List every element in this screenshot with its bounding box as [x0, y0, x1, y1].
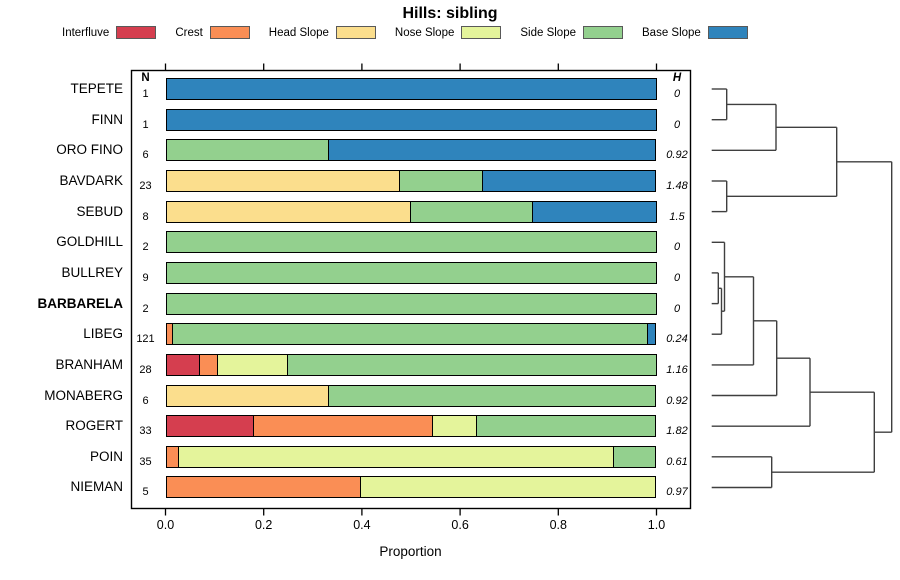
bar-segment-side-slope — [327, 384, 657, 407]
bar-segment-side-slope — [476, 415, 657, 438]
h-value: 0 — [673, 88, 681, 100]
nose-slope-swatch — [461, 26, 502, 39]
legend-label: Interfluve — [62, 26, 110, 39]
bar-segment-base-slope — [165, 78, 657, 100]
h-value: 1.16 — [666, 363, 688, 376]
h-value: 0.92 — [666, 149, 688, 162]
h-value: 0.61 — [666, 455, 688, 468]
legend-label: Base Slope — [642, 26, 701, 39]
side-slope-swatch — [583, 26, 623, 39]
h-value: 0.24 — [666, 333, 688, 346]
h-column-header: H — [672, 72, 682, 84]
h-value: 1.48 — [666, 179, 688, 192]
bar-segment-nose-slope — [360, 476, 657, 499]
legend-label: Head Slope — [268, 26, 329, 39]
legend-item-head-slope: Head Slope — [269, 26, 376, 39]
bar-segment-base-slope — [532, 200, 657, 223]
n-column-header: N — [141, 72, 150, 84]
row-label-bavdark: BAVDARK — [59, 172, 123, 188]
row-label-goldhill: GOLDHILL — [56, 234, 123, 250]
n-value: 5 — [142, 486, 149, 499]
row-label-tepete: TEPETE — [70, 81, 123, 96]
x-tick-label: 0.2 — [254, 518, 273, 532]
row-label-monaberg: MONABERG — [44, 387, 123, 403]
row-label-finn: FINN — [91, 111, 124, 127]
row-label-oro-fino: ORO FINO — [56, 142, 123, 158]
x-tick-label: 0.4 — [353, 518, 371, 532]
n-value: 1 — [142, 118, 149, 131]
legend-label: Crest — [175, 26, 203, 39]
n-value: 121 — [136, 333, 155, 346]
bar-segment-side-slope — [165, 261, 657, 284]
legend-item-nose-slope: Nose Slope — [394, 26, 502, 39]
head-slope-swatch — [335, 26, 376, 39]
row-label-branham: BRANHAM — [55, 356, 123, 372]
n-value: 9 — [142, 271, 149, 284]
bar-segment-side-slope — [165, 231, 657, 254]
h-value: 0 — [673, 241, 681, 254]
row-label-bullrey: BULLREY — [61, 264, 123, 280]
n-value: 8 — [142, 210, 149, 223]
interfluve-swatch — [116, 26, 157, 39]
x-tick-label: 0.8 — [549, 518, 567, 532]
n-value: 35 — [139, 455, 152, 468]
h-value: 1.82 — [666, 425, 688, 438]
n-value: 33 — [139, 425, 152, 438]
legend-item-side-slope: Side Slope — [520, 26, 623, 39]
legend-item-interfluve: Interfluve — [62, 26, 157, 39]
n-value: 6 — [142, 394, 149, 407]
base-slope-swatch — [707, 26, 748, 39]
x-tick-label: 0.6 — [451, 518, 469, 532]
h-value: 0 — [673, 302, 681, 315]
x-tick-label: 0.0 — [156, 518, 175, 532]
crest-swatch — [209, 26, 250, 39]
bar-segment-side-slope — [612, 445, 657, 468]
legend-item-crest: Crest — [175, 26, 250, 39]
n-value: 1 — [142, 88, 149, 100]
n-value: 23 — [139, 179, 152, 192]
legend-label: Side Slope — [520, 26, 576, 39]
h-value: 0 — [673, 118, 681, 131]
n-value: 6 — [142, 149, 149, 162]
h-value: 0.92 — [666, 394, 688, 407]
bar-segment-base-slope — [327, 139, 657, 162]
n-value: 2 — [142, 302, 149, 315]
row-label-rogert: ROGERT — [65, 418, 123, 434]
h-value: 0.97 — [666, 486, 688, 499]
legend-item-base-slope: Base Slope — [642, 26, 748, 39]
row-label-barbarela: BARBARELA — [37, 295, 124, 311]
row-label-libeg: LIBEG — [83, 326, 123, 342]
h-value: 0 — [673, 271, 681, 284]
row-label-poin: POIN — [89, 448, 123, 464]
plot-box — [130, 69, 692, 510]
bar-segment-base-slope — [165, 108, 657, 131]
n-value: 2 — [142, 241, 149, 254]
chart-title: Hills: sibling — [402, 5, 498, 22]
bar-segment-side-slope — [286, 353, 657, 376]
h-value: 1.5 — [669, 210, 685, 223]
row-label-sebud: SEBUD — [76, 203, 123, 219]
x-tick-label: 1.0 — [647, 518, 666, 532]
row-label-nieman: NIEMAN — [70, 479, 123, 495]
bar-segment-side-slope — [165, 292, 657, 315]
n-value: 28 — [139, 363, 152, 376]
x-axis-title: Proportion — [379, 544, 442, 559]
bar-segment-base-slope — [482, 169, 657, 192]
bar-segment-base-slope — [646, 323, 657, 346]
legend: Interfluve Crest Head Slope Nose Slope Side … — [62, 26, 748, 39]
legend-label: Nose Slope — [394, 26, 455, 39]
